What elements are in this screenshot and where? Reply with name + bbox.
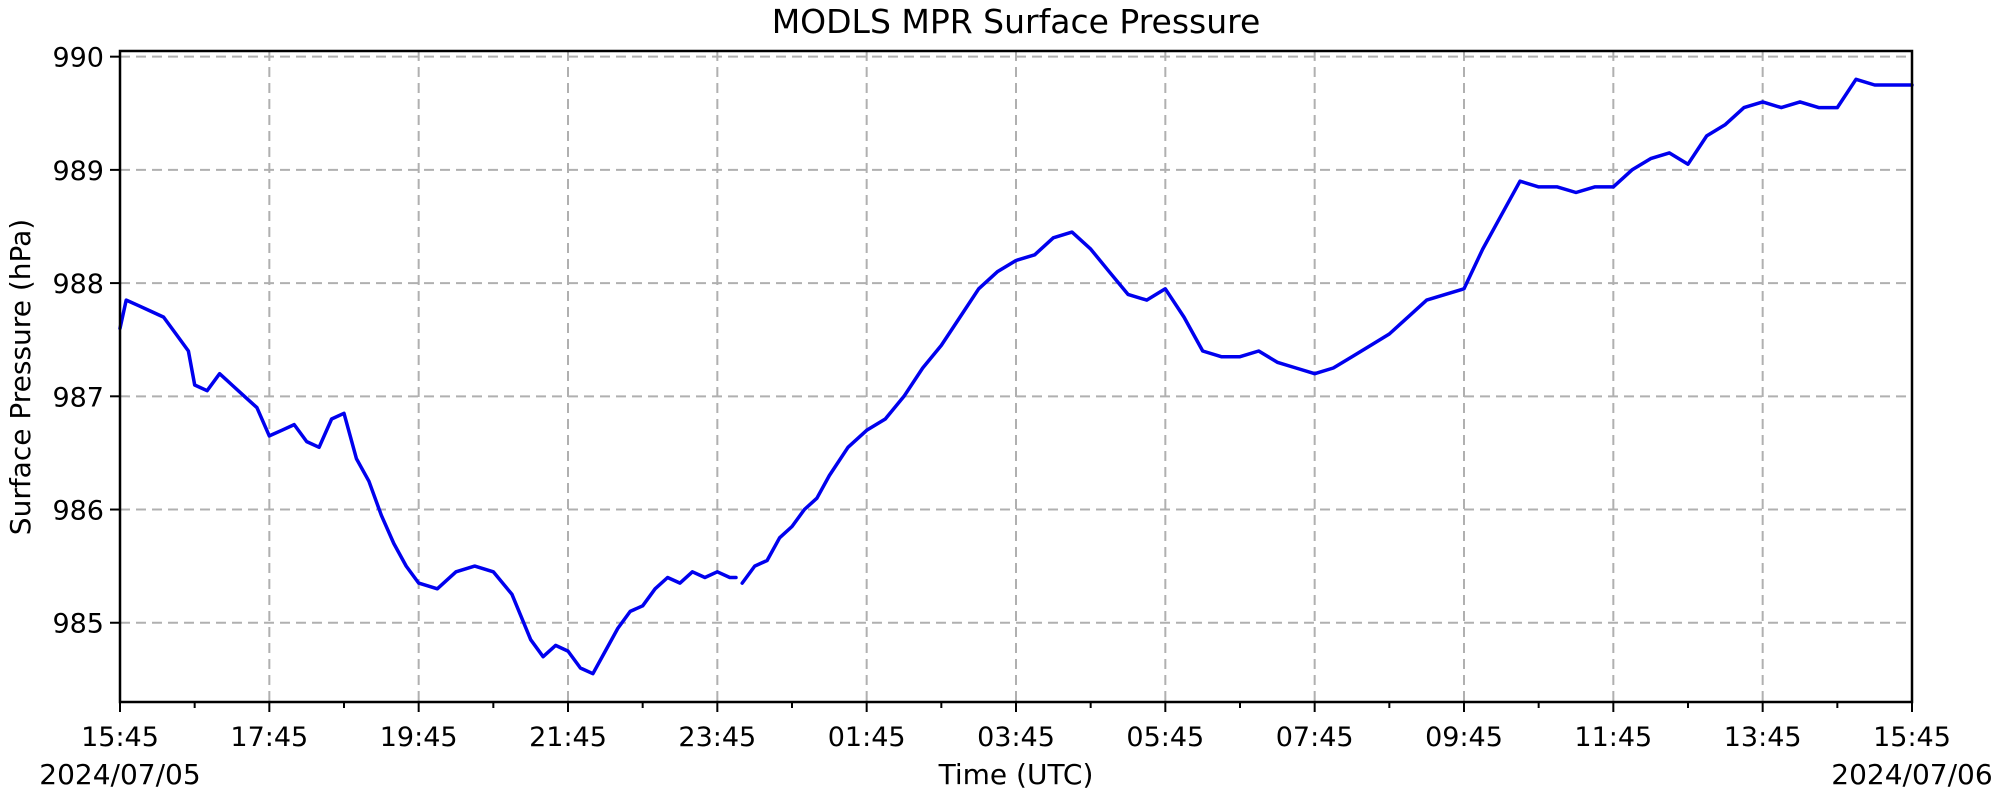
x-tick-label: 07:45 xyxy=(1276,722,1354,753)
x-tick-label: 03:45 xyxy=(977,722,1055,753)
x-axis-label: Time (UTC) xyxy=(938,758,1094,791)
tick-labels: 15:45 17:45 19:45 21:45 23:45 01:45 03:45 05:45… xyxy=(52,43,1950,753)
y-tick-label: 985 xyxy=(52,609,104,640)
y-tick-label: 987 xyxy=(52,382,104,413)
x-tick-label: 05:45 xyxy=(1126,722,1204,753)
chart-title: MODLS MPR Surface Pressure xyxy=(772,2,1261,41)
axis-ticks xyxy=(110,55,1913,712)
y-tick-label: 989 xyxy=(52,156,104,187)
x-tick-label: 15:45 xyxy=(81,722,159,753)
x-tick-label: 17:45 xyxy=(230,722,308,753)
y-tick-label: 990 xyxy=(52,43,104,74)
x-tick-label: 13:45 xyxy=(1724,722,1802,753)
x-tick-label: 19:45 xyxy=(380,722,458,753)
x-tick-label: 11:45 xyxy=(1574,722,1652,753)
series-line-segment xyxy=(118,298,738,676)
x-tick-label: 21:45 xyxy=(529,722,607,753)
x-tick-label: 15:45 xyxy=(1873,722,1951,753)
y-tick-label: 988 xyxy=(52,269,104,300)
y-tick-label: 986 xyxy=(52,496,104,527)
data-series xyxy=(118,77,1914,676)
start-date-label: 2024/07/05 xyxy=(39,758,200,791)
y-axis-label: Surface Pressure (hPa) xyxy=(4,219,37,535)
x-tick-label: 09:45 xyxy=(1425,722,1503,753)
series-line-segment xyxy=(740,77,1914,585)
grid-lines xyxy=(120,51,1912,702)
x-tick-label: 01:45 xyxy=(828,722,906,753)
x-tick-label: 23:45 xyxy=(678,722,756,753)
end-date-label: 2024/07/06 xyxy=(1831,758,1992,791)
